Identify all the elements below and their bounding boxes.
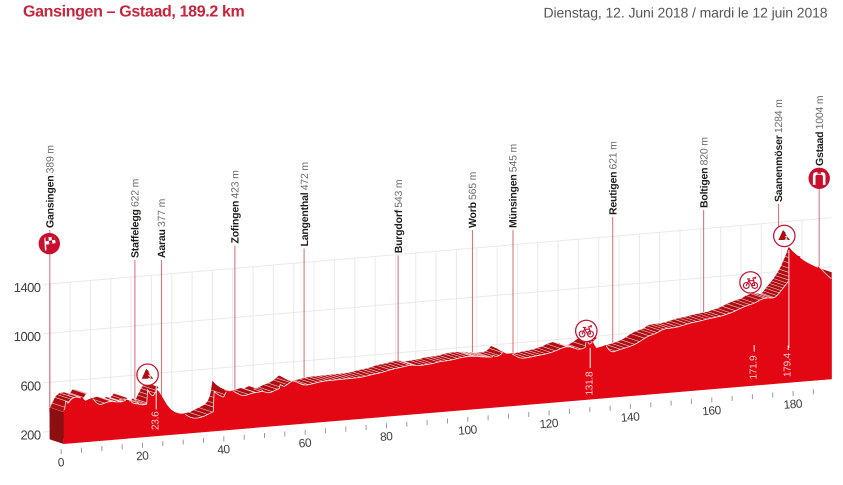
svg-text:140: 140 xyxy=(620,409,640,425)
svg-text:Münsingen545 m: Münsingen545 m xyxy=(508,144,520,228)
svg-text:200: 200 xyxy=(20,428,40,443)
svg-text:Staffelegg622 m: Staffelegg622 m xyxy=(130,178,142,258)
svg-text:Zofingen423 m: Zofingen423 m xyxy=(230,170,242,244)
svg-text:Reutigen621 m: Reutigen621 m xyxy=(607,141,619,215)
svg-text:Dienstag, 12. Juni 2018 / mard: Dienstag, 12. Juni 2018 / mardi le 12 ju… xyxy=(543,4,827,20)
svg-text:0: 0 xyxy=(57,455,65,470)
svg-text:131.8: 131.8 xyxy=(585,371,596,395)
svg-text:160: 160 xyxy=(702,403,722,419)
svg-text:171.9: 171.9 xyxy=(749,355,760,379)
svg-text:1000: 1000 xyxy=(14,329,41,344)
svg-text:Aarau377 m: Aarau377 m xyxy=(156,198,168,258)
svg-text:Gansingen – Gstaad, 189.2 km: Gansingen – Gstaad, 189.2 km xyxy=(23,3,245,20)
svg-text:179.4: 179.4 xyxy=(783,353,794,377)
svg-text:20: 20 xyxy=(135,448,149,463)
svg-text:100: 100 xyxy=(458,422,478,438)
svg-text:Gansingen389 m: Gansingen389 m xyxy=(44,145,56,228)
svg-text:600: 600 xyxy=(20,378,40,393)
svg-text:Langenthal472 m: Langenthal472 m xyxy=(299,162,311,247)
svg-text:1400: 1400 xyxy=(14,280,41,295)
svg-text:80: 80 xyxy=(379,429,393,444)
svg-text:Boltigen820 m: Boltigen820 m xyxy=(698,137,710,208)
svg-text:Gstaad1004 m: Gstaad1004 m xyxy=(814,95,826,166)
svg-text:60: 60 xyxy=(298,435,312,450)
svg-text:Burgdorf543 m: Burgdorf543 m xyxy=(393,179,405,253)
svg-text:40: 40 xyxy=(217,442,231,457)
svg-text:Worb565 m: Worb565 m xyxy=(467,171,479,228)
svg-text:Saanenmöser1284 m: Saanenmöser1284 m xyxy=(773,99,785,202)
svg-text:120: 120 xyxy=(539,416,559,432)
svg-text:23.6: 23.6 xyxy=(151,411,162,430)
svg-text:180: 180 xyxy=(783,396,803,412)
